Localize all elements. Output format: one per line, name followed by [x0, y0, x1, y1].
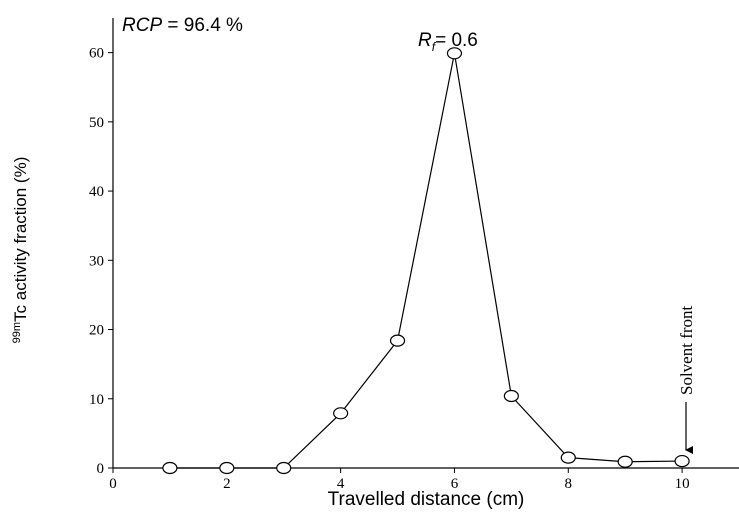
marker — [503, 389, 519, 403]
y-tick-label: 10 — [89, 392, 104, 408]
line — [169, 53, 683, 469]
y-tick-label: 60 — [89, 46, 104, 62]
rf-annotation: Rf= 0.6 — [418, 30, 478, 54]
marker — [674, 454, 690, 468]
marker — [446, 47, 463, 60]
x-tick-label: 2 — [223, 476, 231, 492]
marker — [617, 455, 633, 468]
x-tick-label: 8 — [565, 476, 573, 492]
y-tick-label: 30 — [89, 253, 104, 269]
y-tick-label: 50 — [89, 115, 104, 131]
x-tick-label: 0 — [109, 476, 117, 492]
marker — [162, 461, 178, 475]
marker — [560, 451, 576, 464]
rcp-annotation: RCP = 96.4 % — [122, 15, 243, 36]
y-tick-label: 40 — [89, 184, 104, 200]
solvent-front-label: Solvent front — [677, 305, 696, 395]
y-tick-label: 0 — [97, 461, 105, 477]
x-tick-label: 4 — [337, 476, 345, 492]
y-axis-label: 99mTc activity fraction (%) — [11, 157, 30, 344]
marker — [333, 407, 349, 420]
y-tick-label: 20 — [89, 323, 104, 339]
marker — [219, 461, 235, 475]
marker — [389, 334, 406, 347]
x-axis-label: Travelled distance (cm) — [328, 489, 525, 510]
x-tick-label: 10 — [675, 476, 690, 492]
x-tick-label: 6 — [451, 476, 459, 492]
marker — [276, 461, 292, 475]
